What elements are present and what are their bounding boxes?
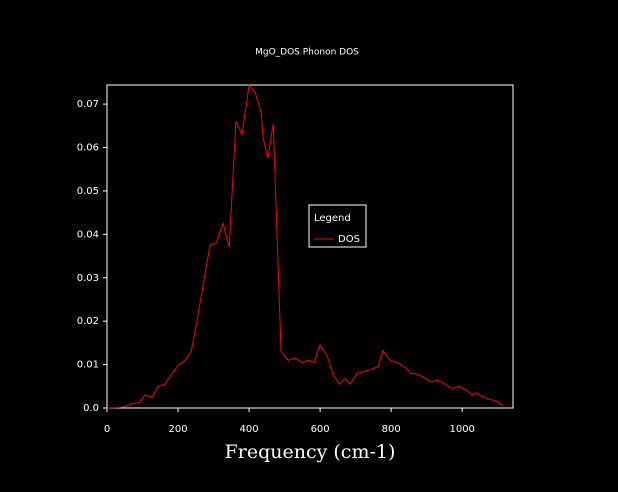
x-tick-label: 200: [168, 424, 187, 435]
y-tick-label: 0.02: [77, 316, 99, 327]
x-tick-label: 0: [104, 424, 110, 435]
y-tick-label: 0.03: [77, 273, 99, 284]
legend-title: Legend: [314, 213, 351, 224]
y-tick-label: 0.06: [77, 143, 99, 154]
y-tick-label: 0.04: [77, 229, 99, 240]
y-tick-label: 0.07: [77, 99, 99, 110]
x-axis-label: Frequency (cm-1): [225, 441, 396, 463]
data-line: [106, 84, 504, 409]
y-tick-label: 0.01: [77, 360, 99, 371]
legend-label: DOS: [338, 234, 360, 245]
legend-box: [308, 204, 367, 248]
x-tick-label: 400: [240, 424, 259, 435]
plot-frame: [106, 84, 514, 409]
y-tick-label: 0.05: [77, 186, 99, 197]
x-tick-label: 600: [311, 424, 330, 435]
x-tick-label: 1000: [449, 424, 474, 435]
y-tick-label: 0.0: [83, 403, 99, 414]
chart-title: MgO_DOS Phonon DOS: [255, 48, 359, 58]
x-tick-label: 800: [382, 424, 401, 435]
